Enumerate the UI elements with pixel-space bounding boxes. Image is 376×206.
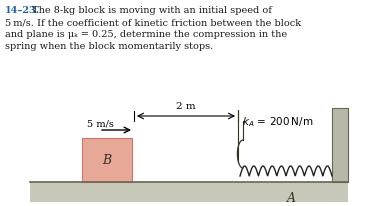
Bar (30, 182, 348, 202)
Text: spring when the block momentarily stops.: spring when the block momentarily stops. (5, 42, 213, 51)
Text: 5 m/s. If the coefficient of kinetic friction between the block: 5 m/s. If the coefficient of kinetic fri… (5, 18, 301, 27)
Text: 2 m: 2 m (176, 102, 196, 111)
Text: B: B (102, 153, 112, 166)
Text: and plane is μₖ = 0.25, determine the compression in the: and plane is μₖ = 0.25, determine the co… (5, 30, 287, 39)
Text: A: A (287, 192, 296, 205)
Bar (82, 138, 132, 182)
Bar (332, 108, 348, 182)
Text: 5 m/s: 5 m/s (87, 119, 114, 128)
Text: $k_A\,=\,200\,\mathrm{N/m}$: $k_A\,=\,200\,\mathrm{N/m}$ (242, 115, 313, 129)
Text: 14–23.: 14–23. (5, 6, 40, 15)
Text: The 8-kg block is moving with an initial speed of: The 8-kg block is moving with an initial… (32, 6, 272, 15)
